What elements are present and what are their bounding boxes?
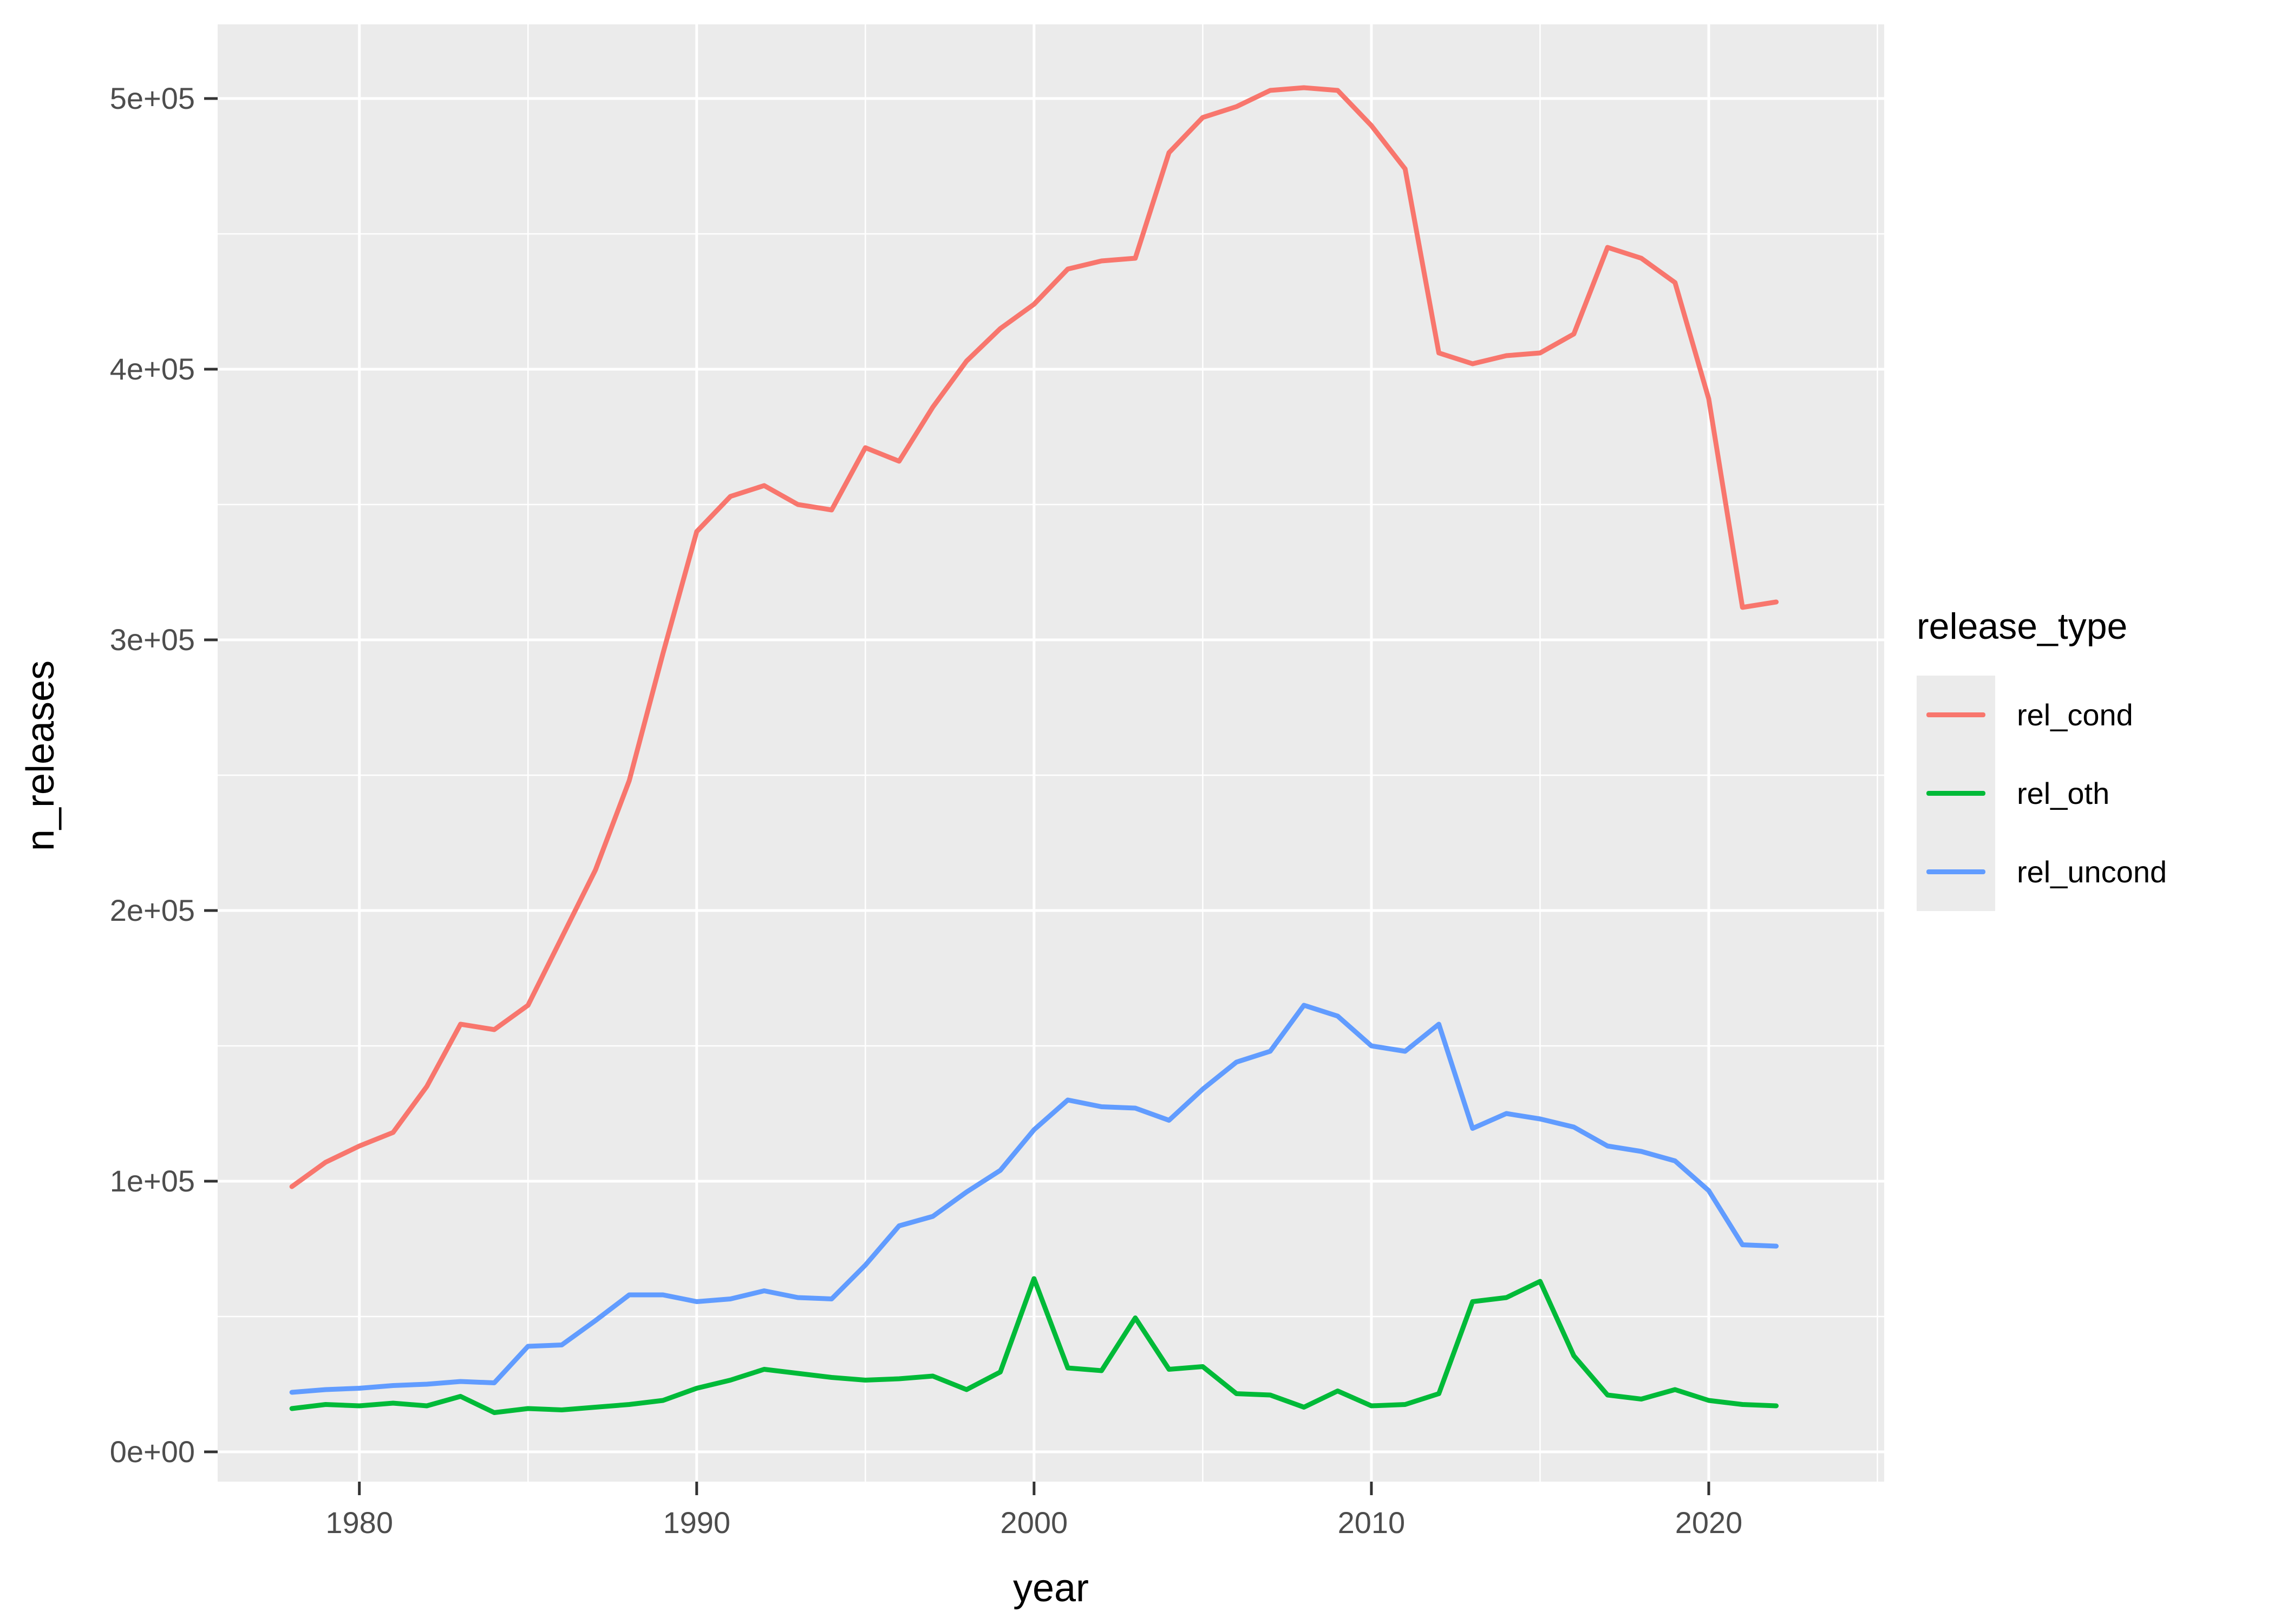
- legend-key-line-icon: [1926, 712, 1985, 717]
- y-tick-label: 5e+05: [110, 81, 195, 115]
- legend-key-rel_cond: [1917, 676, 1995, 754]
- legend-label-rel_oth: rel_oth: [2017, 776, 2110, 810]
- series-line-rel_cond: [289, 85, 1779, 1189]
- legend-items: rel_cond rel_oth rel_uncond: [1917, 676, 2263, 911]
- legend-item-rel_cond: rel_cond: [1917, 676, 2263, 754]
- legend-title: release_type: [1917, 606, 2128, 647]
- plot-panel: [218, 24, 1884, 1482]
- series-line-rel_oth: [289, 1276, 1779, 1415]
- y-tick-label: 4e+05: [110, 352, 195, 386]
- legend-item-rel_oth: rel_oth: [1917, 754, 2263, 833]
- legend-label-rel_cond: rel_cond: [2017, 698, 2133, 732]
- y-tick-label: 1e+05: [110, 1164, 195, 1198]
- x-tick-label: 1990: [663, 1505, 730, 1540]
- legend-item-rel_uncond: rel_uncond: [1917, 833, 2263, 911]
- series-line-rel_uncond: [289, 1003, 1779, 1395]
- legend-key-rel_oth: [1917, 754, 1995, 833]
- legend-label-rel_uncond: rel_uncond: [2017, 855, 2167, 889]
- x-tick-label: 2000: [1001, 1505, 1068, 1540]
- legend: release_type rel_cond rel_oth rel_uncond: [1917, 605, 2263, 911]
- x-tick-label: 1980: [325, 1505, 393, 1540]
- y-tick-label: 3e+05: [110, 623, 195, 657]
- x-axis-title: year: [1012, 1567, 1089, 1610]
- y-tick-label: 0e+00: [110, 1435, 195, 1469]
- legend-key-line-icon: [1926, 791, 1985, 796]
- legend-key-rel_uncond: [1917, 833, 1995, 911]
- y-tick-label: 2e+05: [110, 893, 195, 927]
- x-tick-label: 2010: [1338, 1505, 1406, 1540]
- y-axis-title: n_releases: [19, 660, 62, 852]
- x-tick-label: 2020: [1675, 1505, 1743, 1540]
- legend-key-line-icon: [1926, 869, 1985, 874]
